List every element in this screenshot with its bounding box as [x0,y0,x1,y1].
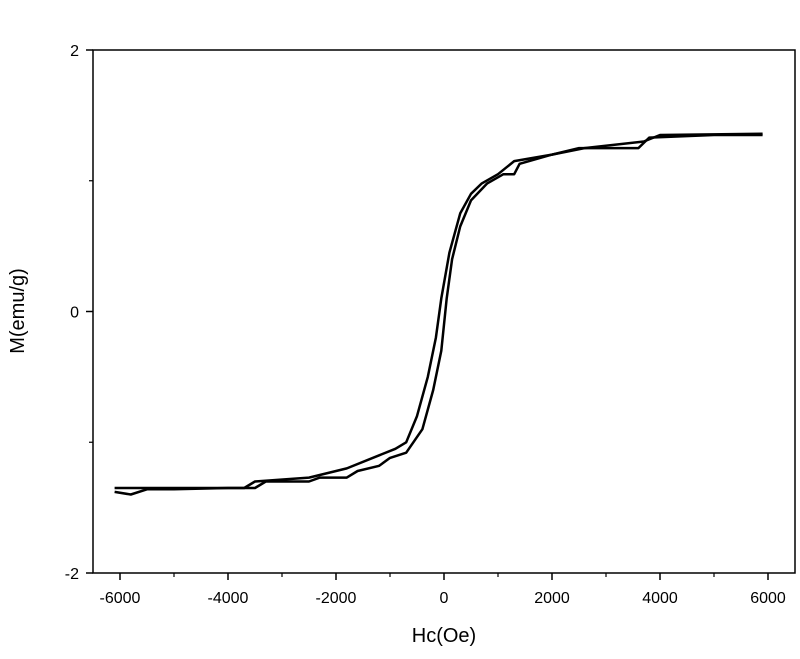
x-tick-label: 6000 [750,590,786,607]
plot-frame [92,49,796,574]
x-axis-label: Hc(Oe) [412,625,476,647]
x-tick-label: 2000 [534,590,570,607]
x-tick-label: -4000 [208,590,249,607]
x-tick-label: 0 [440,590,449,607]
hysteresis-branch [114,132,763,490]
x-tick-label: -2000 [316,590,357,607]
y-tick-label: -2 [65,566,79,583]
y-axis-label: M(emu/g) [7,268,29,354]
y-tick-label: 2 [70,43,79,60]
x-tick-label: -6000 [100,590,141,607]
y-tick-label: 0 [70,305,79,322]
x-tick-label: 4000 [642,590,678,607]
